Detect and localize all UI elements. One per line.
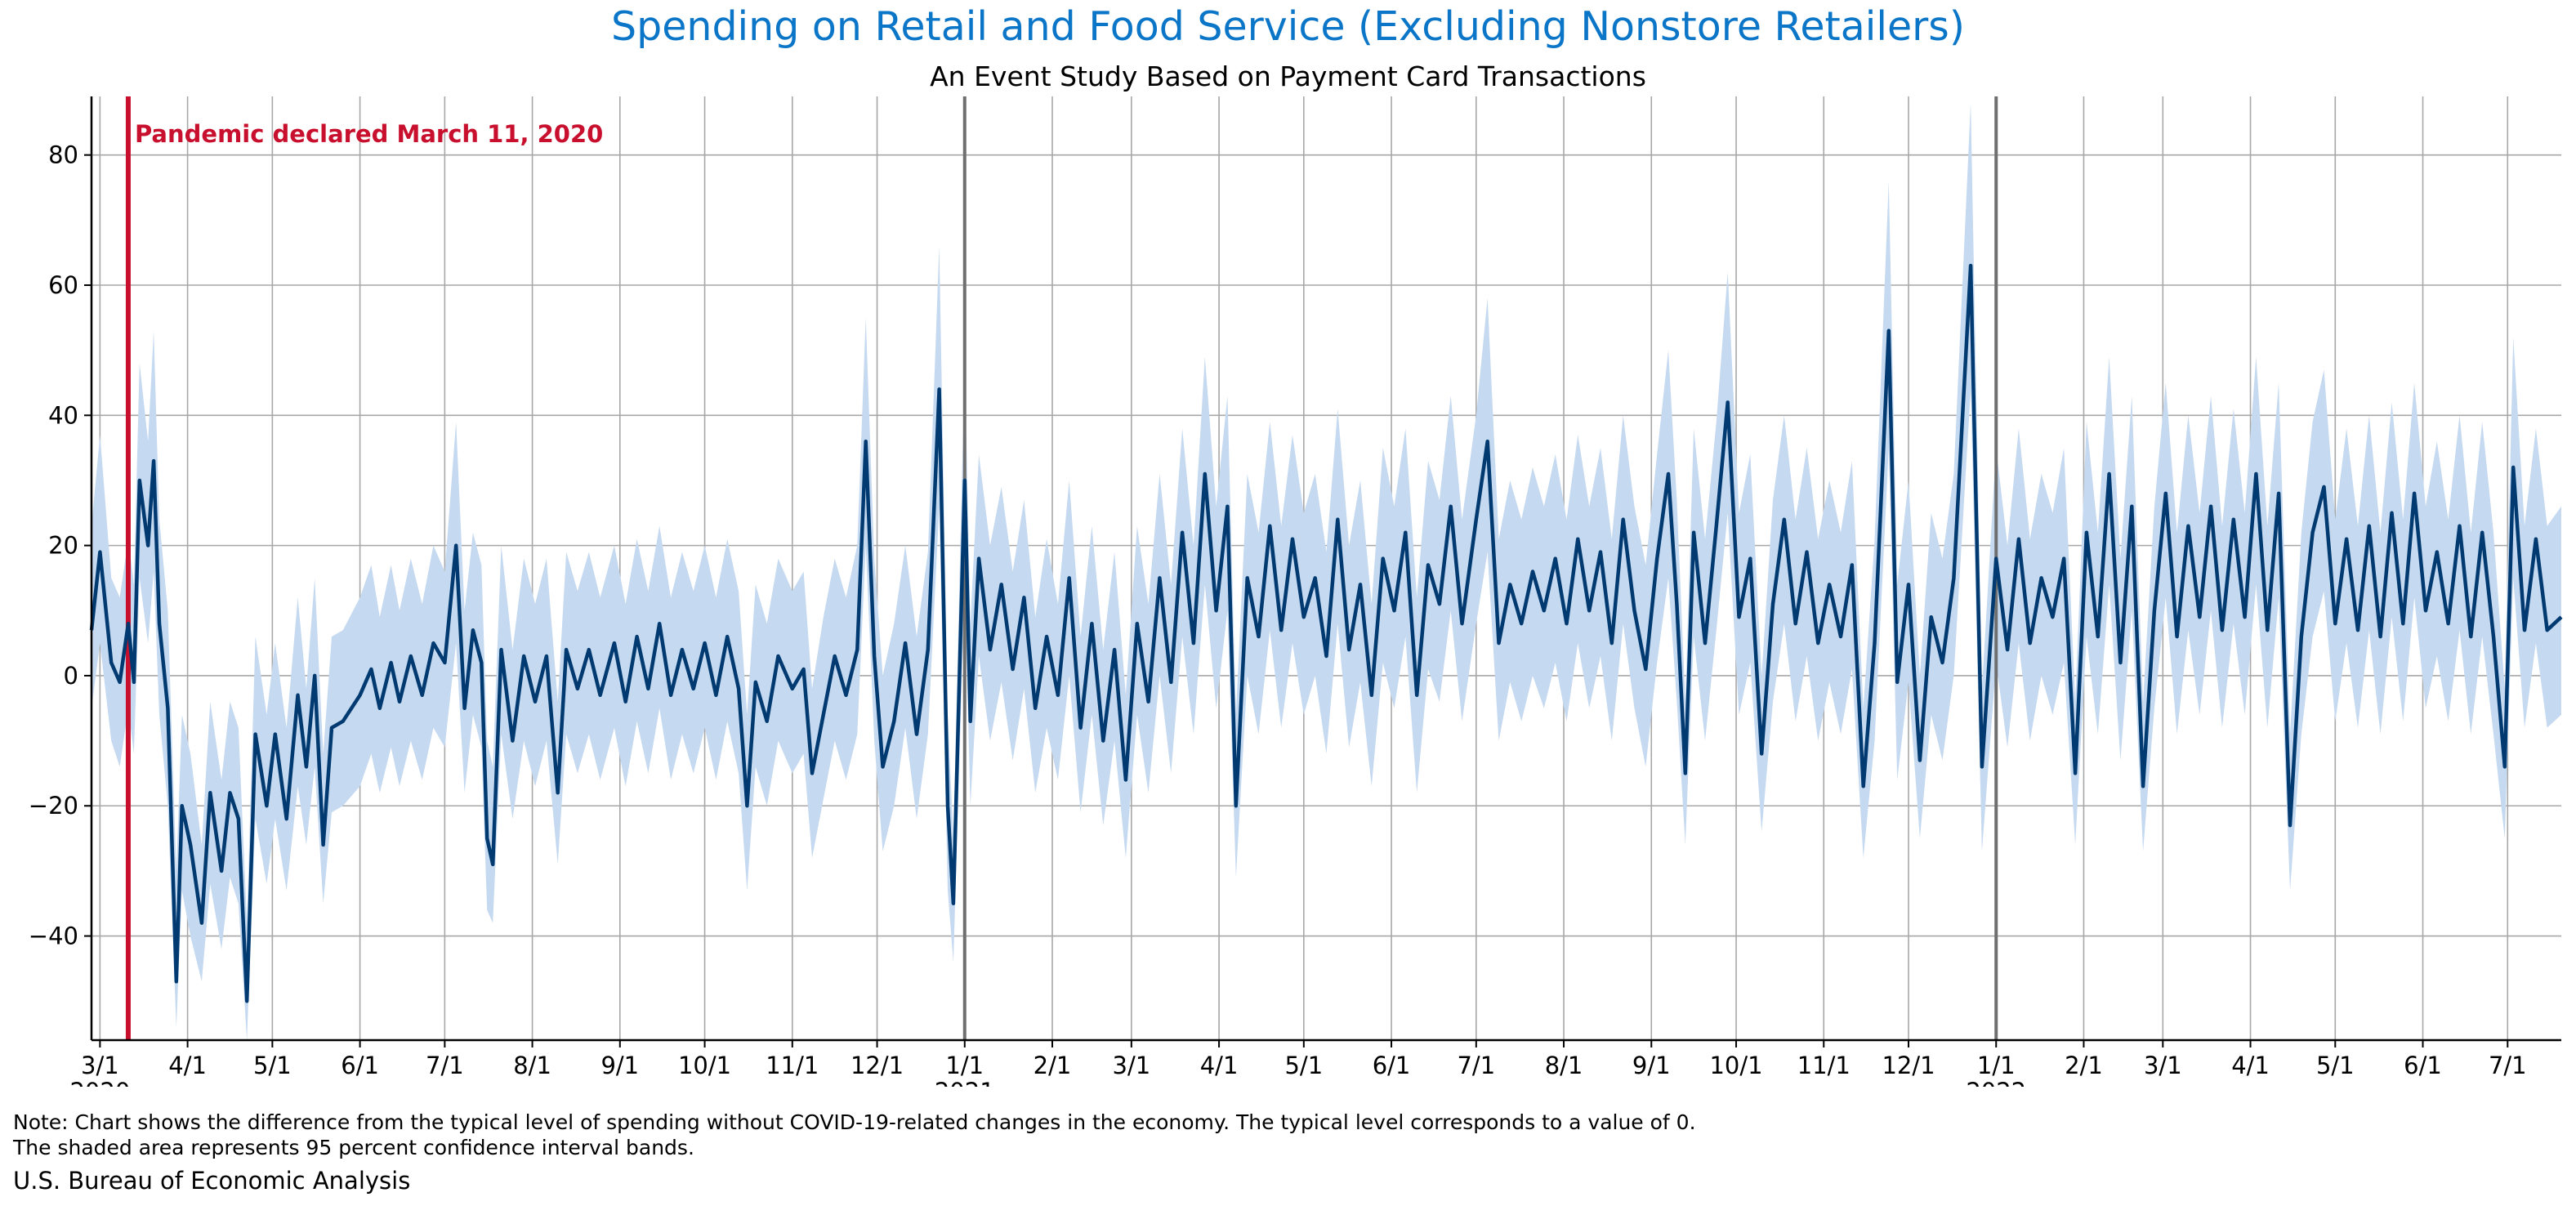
x-tick-label: 1/1 — [945, 1052, 984, 1079]
y-tick-label: 0 — [64, 662, 78, 690]
y-tick-label: −20 — [29, 792, 78, 820]
x-tick-label: 5/1 — [253, 1052, 292, 1079]
x-tick-label: 1/1 — [1977, 1052, 2016, 1079]
y-tick-label: −40 — [29, 922, 78, 950]
x-tick-label: 9/1 — [1632, 1052, 1671, 1079]
x-tick-label: 3/1 — [1113, 1052, 1151, 1079]
y-tick-label: 60 — [48, 271, 78, 299]
x-tick-label: 12/1 — [1882, 1052, 1935, 1079]
y-tick-label: 20 — [48, 532, 78, 560]
x-tick-label: 11/1 — [766, 1052, 819, 1079]
event-label: Pandemic declared March 11, 2020 — [135, 120, 603, 148]
x-tick-label: 3/1 — [81, 1052, 119, 1079]
x-tick-label: 11/1 — [1797, 1052, 1851, 1079]
x-tick-label: 6/1 — [341, 1052, 379, 1079]
x-tick-label: 7/1 — [2489, 1052, 2527, 1079]
x-tick-label: 9/1 — [600, 1052, 639, 1079]
chart-subtitle: An Event Study Based on Payment Card Tra… — [930, 60, 1646, 92]
x-tick-label: 4/1 — [1200, 1052, 1239, 1079]
confidence-band — [92, 103, 2561, 1040]
x-tick-label: 4/1 — [2231, 1052, 2270, 1079]
chart-note: Note: Chart shows the difference from th… — [13, 1110, 1696, 1160]
x-tick-label: 7/1 — [426, 1052, 464, 1079]
y-tick-label: 80 — [48, 141, 78, 169]
x-year-label: 2022 — [1966, 1078, 2026, 1087]
x-tick-label: 6/1 — [2404, 1052, 2442, 1079]
x-tick-label: 10/1 — [678, 1052, 731, 1079]
x-tick-label: 2/1 — [1034, 1052, 1072, 1079]
x-tick-label: 4/1 — [168, 1052, 207, 1079]
x-tick-label: 12/1 — [850, 1052, 904, 1079]
x-tick-label: 8/1 — [513, 1052, 551, 1079]
x-tick-label: 10/1 — [1709, 1052, 1762, 1079]
series-line — [89, 263, 2563, 1003]
x-tick-label: 8/1 — [1545, 1052, 1583, 1079]
y-tick-label: 40 — [48, 401, 78, 429]
x-tick-label: 7/1 — [1457, 1052, 1495, 1079]
x-tick-label: 5/1 — [1284, 1052, 1323, 1079]
x-tick-label: 2/1 — [2065, 1052, 2103, 1079]
x-year-label: 2020 — [69, 1078, 130, 1087]
x-tick-label: 5/1 — [2316, 1052, 2355, 1079]
source-credit: U.S. Bureau of Economic Analysis — [13, 1167, 411, 1195]
x-tick-label: 3/1 — [2144, 1052, 2182, 1079]
line-chart: Pandemic declared March 11, 2020 −40 −20 0 2… — [29, 96, 2563, 1087]
x-tick-label: 6/1 — [1373, 1052, 1411, 1079]
chart-title: Spending on Retail and Food Service (Exc… — [611, 3, 1965, 50]
note-line-2: The shaded area represents 95 percent co… — [13, 1136, 694, 1159]
x-year-label: 2021 — [935, 1078, 995, 1087]
note-line-1: Note: Chart shows the difference from th… — [13, 1110, 1696, 1134]
